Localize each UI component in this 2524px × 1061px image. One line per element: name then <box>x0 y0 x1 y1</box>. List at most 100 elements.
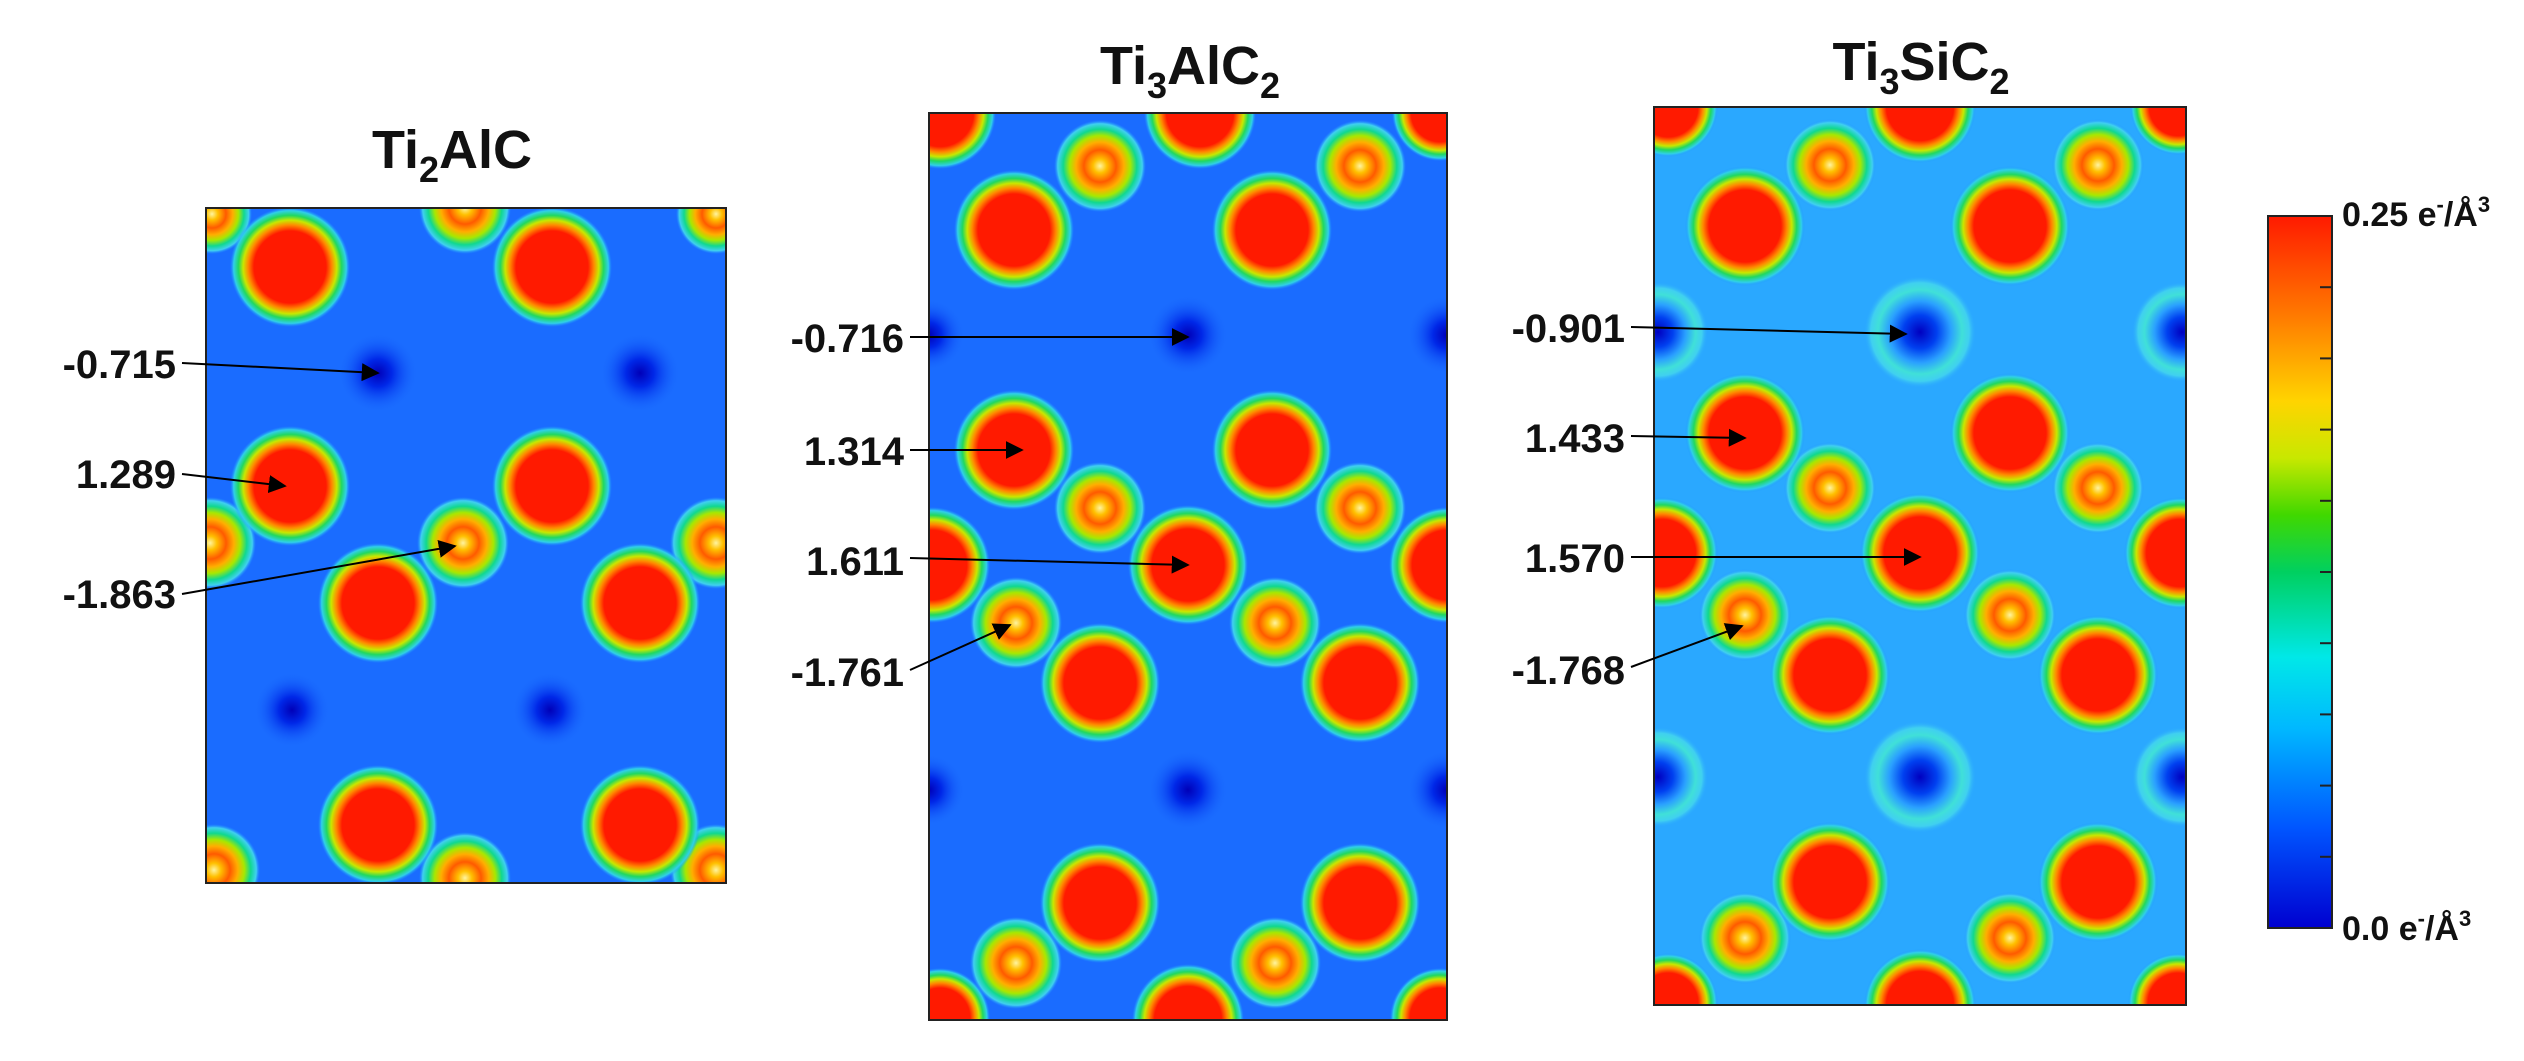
ti-atom <box>1950 166 2070 286</box>
ti-atom <box>2128 953 2186 1005</box>
ti-atom <box>1040 843 1160 963</box>
void-site <box>1148 295 1228 375</box>
ti-atom <box>1212 390 1332 510</box>
annotation-arrow <box>181 539 457 595</box>
void-site <box>1864 276 1976 388</box>
ti-atom <box>230 426 350 546</box>
ti-atom <box>1300 843 1420 963</box>
ti-atom <box>1654 107 1718 157</box>
void-site <box>2132 282 2186 382</box>
ti-atom <box>1770 822 1890 942</box>
ti-atom <box>2038 615 2158 735</box>
void-site <box>1654 282 1708 382</box>
annotation-arrow <box>181 362 380 382</box>
ti-atom <box>1389 507 1447 623</box>
void-site <box>2132 727 2186 827</box>
annotation-label: -1.768 <box>1512 649 1625 693</box>
ti-atom <box>1864 949 1976 1005</box>
ti-atom <box>2130 107 2186 155</box>
ti-atom <box>1300 623 1420 743</box>
ti-atom <box>318 765 438 883</box>
ti-atom <box>492 208 612 327</box>
annotation-arrow <box>909 555 1190 574</box>
si-atom <box>1699 569 1791 661</box>
annotation-label: 1.570 <box>1525 537 1625 581</box>
si-atom <box>2052 119 2144 211</box>
si-atom <box>1784 442 1876 534</box>
colorbar-min-label: 0.0 e-/Å3 <box>2342 906 2471 948</box>
al-atom <box>419 832 511 883</box>
panel-ti2alc: Ti2AlC <box>63 120 727 884</box>
annotation-arrow <box>1630 623 1744 668</box>
density-map-ti2alc <box>206 208 726 883</box>
ti-atom <box>1654 497 1718 609</box>
ti-atom <box>1390 968 1447 1020</box>
annotation-arrow <box>1630 324 1908 343</box>
al-atom <box>419 208 511 254</box>
ti-atom <box>1685 373 1805 493</box>
annotation-label: -0.715 <box>63 343 176 387</box>
panel-title-ti2alc: Ti2AlC <box>372 120 532 190</box>
annotation-arrow <box>1630 428 1747 447</box>
annotation-arrow <box>909 623 1012 671</box>
al-atom <box>1314 462 1406 554</box>
si-atom <box>1699 892 1791 984</box>
annotation-arrow <box>181 473 287 494</box>
ti-atom <box>954 170 1074 290</box>
panel-ti3sic2: Ti3SiC2 <box>1512 32 2187 1006</box>
void-site <box>600 333 680 413</box>
void-site <box>929 299 965 371</box>
al-atom <box>1054 120 1146 212</box>
annotation-label: -1.863 <box>63 573 176 617</box>
ti-atom <box>1212 170 1332 290</box>
colorbar: 0.25 e-/Å3 0.0 e-/Å3 <box>2267 192 2490 948</box>
ti-atom <box>929 968 990 1020</box>
al-atom <box>970 917 1062 1009</box>
annotation-label: -0.716 <box>791 317 904 361</box>
void-site <box>1148 750 1228 830</box>
si-atom <box>1784 119 1876 211</box>
void-site <box>1864 721 1976 833</box>
ti-atom <box>580 543 700 663</box>
al-atom <box>1314 120 1406 212</box>
si-atom <box>1964 569 2056 661</box>
void-site <box>254 672 330 748</box>
ti-atom <box>929 113 996 169</box>
ti-atom <box>1685 166 1805 286</box>
annotation-label: 1.611 <box>806 540 904 584</box>
ti-atom <box>1950 373 2070 493</box>
ti-atom <box>2038 822 2158 942</box>
void-site <box>1407 295 1447 375</box>
si-atom <box>1964 892 2056 984</box>
ti-atom <box>492 426 612 546</box>
annotation-label: -0.901 <box>1512 307 1625 351</box>
void-site <box>512 672 588 748</box>
void-site <box>1407 750 1447 830</box>
ti-atom <box>1144 113 1256 169</box>
al-atom <box>1054 462 1146 554</box>
annotation-label: 1.314 <box>804 430 905 474</box>
ti-atom <box>2124 497 2186 609</box>
panel-title-ti3sic2: Ti3SiC2 <box>1832 32 2009 102</box>
al-atom <box>1229 577 1321 669</box>
al-atom <box>1229 917 1321 1009</box>
panel-frame <box>928 112 1448 1021</box>
annotation-label: 1.433 <box>1525 417 1625 461</box>
ti-atom <box>580 765 700 883</box>
al-atom <box>417 497 509 589</box>
void-site <box>1654 727 1708 827</box>
panel-frame <box>205 207 727 884</box>
ti-atom <box>1860 493 1980 613</box>
al-atom <box>206 208 252 254</box>
ti-atom <box>929 507 990 623</box>
void-site <box>929 754 965 826</box>
annotation-label: -1.761 <box>791 651 904 695</box>
al-atom <box>970 577 1062 669</box>
ti-atom <box>1392 113 1447 161</box>
panel-title-ti3alc2: Ti3AlC2 <box>1100 36 1280 106</box>
colorbar-ticks <box>2320 215 2332 929</box>
ti-atom <box>1132 964 1244 1020</box>
ti-atom <box>1654 953 1718 1005</box>
colorbar-max-label: 0.25 e-/Å3 <box>2342 192 2490 234</box>
